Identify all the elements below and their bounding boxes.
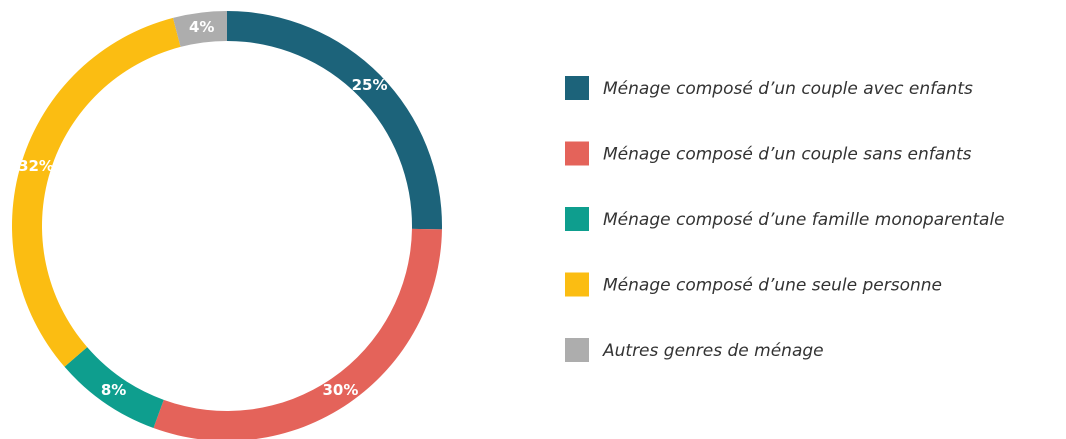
legend-swatch [565, 141, 589, 166]
legend-label: Ménage composé d’une seule personne [603, 276, 942, 296]
value-label: 32% [18, 157, 54, 175]
legend-label: Ménage composé d’une famille monoparenta… [603, 210, 1005, 230]
value-label: 8% [101, 381, 126, 399]
legend-swatch [565, 338, 589, 362]
value-label: 30% [322, 381, 358, 399]
donut-segment [153, 228, 442, 439]
value-label: 25% [352, 76, 388, 94]
legend-label: Ménage composé d’un couple sans enfants [603, 145, 972, 165]
legend-swatch [565, 272, 589, 297]
donut-segment [11, 17, 181, 367]
donut-segment [173, 11, 227, 47]
value-label: 4% [189, 18, 214, 36]
legend-swatch [565, 207, 589, 231]
legend-label: Autres genres de ménage [602, 341, 824, 361]
legend-swatch [565, 76, 589, 100]
legend-label: Ménage composé d’un couple avec enfants [603, 79, 973, 99]
donut-segment [227, 11, 442, 230]
donut-segment [64, 347, 164, 429]
